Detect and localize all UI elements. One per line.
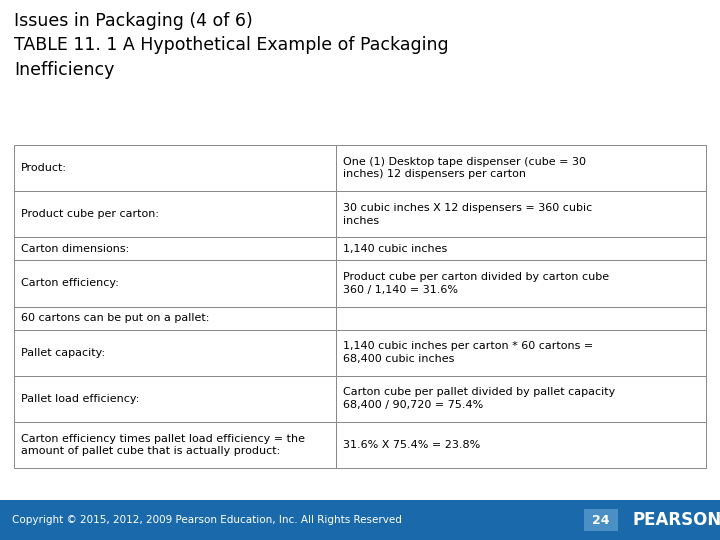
Text: Carton efficiency times pallet load efficiency = the
amount of pallet cube that : Carton efficiency times pallet load effi… [21,434,305,456]
Bar [14,237,336,260]
Text: 24: 24 [593,514,610,526]
Text: 1,140 cubic inches per carton * 60 cartons =
68,400 cubic inches: 1,140 cubic inches per carton * 60 carto… [343,341,593,364]
Bar [14,260,336,307]
Text: PEARSON: PEARSON [632,511,720,529]
Text: Issues in Packaging (4 of 6)
TABLE 11. 1 A Hypothetical Example of Packaging
Ine: Issues in Packaging (4 of 6) TABLE 11. 1… [14,12,449,79]
Text: 31.6% X 75.4% = 23.8%: 31.6% X 75.4% = 23.8% [343,440,480,450]
Bar [336,145,706,191]
Bar [336,329,706,376]
Text: One (1) Desktop tape dispenser (cube = 30
inches) 12 dispensers per carton: One (1) Desktop tape dispenser (cube = 3… [343,157,586,179]
Bar [336,376,706,422]
Text: Product cube per carton:: Product cube per carton: [21,209,159,219]
Text: Carton efficiency:: Carton efficiency: [21,279,119,288]
Bar [14,145,336,191]
Text: Pallet capacity:: Pallet capacity: [21,348,105,357]
Text: 30 cubic inches X 12 dispensers = 360 cubic
inches: 30 cubic inches X 12 dispensers = 360 cu… [343,203,592,226]
Bar [14,376,336,422]
Bar [336,191,706,237]
Text: Pallet load efficiency:: Pallet load efficiency: [21,394,140,404]
Text: Copyright © 2015, 2012, 2009 Pearson Education, Inc. All Rights Reserved: Copyright © 2015, 2012, 2009 Pearson Edu… [12,515,402,525]
Text: Carton dimensions:: Carton dimensions: [21,244,130,254]
Bar [14,422,336,468]
Text: Product:: Product: [21,163,67,173]
Text: 60 cartons can be put on a pallet:: 60 cartons can be put on a pallet: [21,313,210,323]
Bar [0,500,720,540]
Bar [336,422,706,468]
Bar [336,237,706,260]
Bar [336,307,706,329]
Bar [336,260,706,307]
Bar [14,307,336,329]
Bar [584,509,618,531]
Bar [14,329,336,376]
Text: 1,140 cubic inches: 1,140 cubic inches [343,244,447,254]
Text: Carton cube per pallet divided by pallet capacity
68,400 / 90,720 = 75.4%: Carton cube per pallet divided by pallet… [343,387,615,410]
Bar [14,191,336,237]
Text: Product cube per carton divided by carton cube
360 / 1,140 = 31.6%: Product cube per carton divided by carto… [343,272,609,295]
